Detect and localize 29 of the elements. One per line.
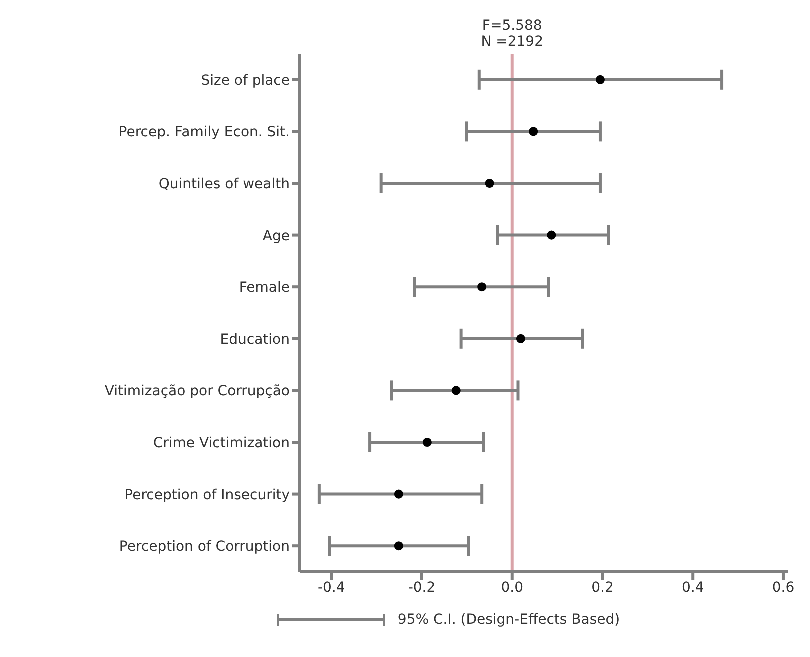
point — [596, 75, 605, 84]
text: 95% C.I. (Design-Effects Based) — [398, 612, 620, 628]
y-tick-label: Vitimização por Corrupção — [104, 384, 290, 400]
point — [485, 178, 494, 188]
x-tick-label: 0.6 — [772, 580, 795, 596]
y-tick-label: Perception of Insecurity — [124, 487, 290, 504]
point — [529, 127, 538, 136]
y-tick-label: Percep. Family Econ. Sit. — [118, 124, 290, 141]
point — [516, 334, 526, 344]
x-tick-label: 0.0 — [501, 580, 524, 596]
point — [452, 386, 461, 396]
point — [478, 282, 487, 292]
x-tick-label: -0.2 — [408, 580, 436, 596]
point — [394, 490, 404, 499]
x-tick-label: 0.2 — [592, 580, 614, 596]
y-tick-label: Perception of Corruption — [119, 539, 290, 556]
y-tick-label: Size of place — [201, 72, 290, 89]
y-tick-label: Quintiles of wealth — [158, 176, 290, 192]
y-tick-label: Crime Victimization — [153, 435, 290, 452]
y-tick-label: Age — [262, 228, 290, 244]
point — [547, 230, 556, 240]
point — [422, 438, 432, 448]
y-tick-label: Female — [239, 280, 290, 296]
text: N =2192 — [481, 34, 544, 50]
point — [394, 542, 404, 551]
x-tick-label: -0.4 — [318, 580, 346, 596]
y-tick-label: Education — [220, 332, 290, 348]
x-tick-label: 0.4 — [682, 580, 704, 596]
text: F=5.588 — [482, 18, 542, 34]
